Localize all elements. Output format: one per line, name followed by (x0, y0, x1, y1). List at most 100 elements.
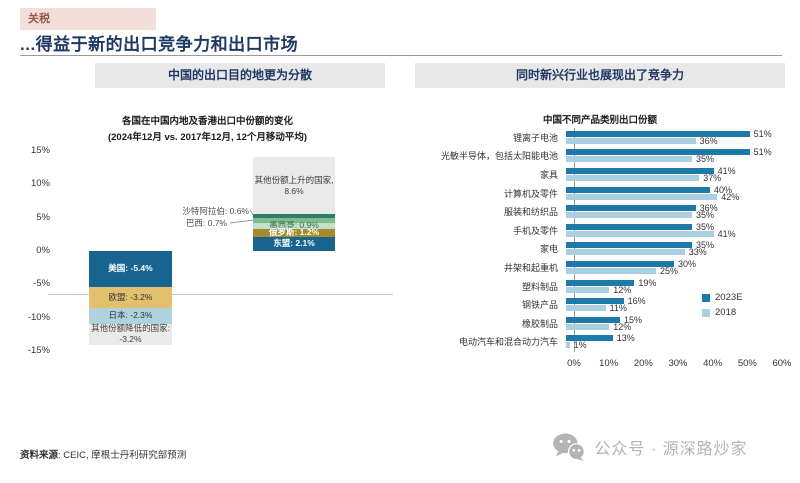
bar-track: 41% (566, 229, 782, 239)
bar-2023e (566, 316, 620, 323)
right-chart-rows: 锂离子电池 51% 36% 光敏半导体，包括太阳能电池 51% 35% 家具 41% 37% 计算… (418, 128, 782, 352)
bar-2018 (566, 230, 714, 237)
bar-tracks: 51% 35% (566, 147, 782, 164)
stack-segment: 墨西哥: 0.9% (253, 220, 335, 230)
segment-value: -3.2% (119, 334, 142, 345)
value-label: 35% (696, 221, 715, 232)
watermark-text: 公众号 · 源深路炒家 (594, 441, 748, 458)
bar-track: 35% (566, 210, 782, 221)
value-label: 42% (721, 191, 740, 202)
x-tick-label: 40% (703, 358, 723, 369)
bar-track: 12% (566, 321, 782, 332)
bar-2023e (566, 130, 750, 137)
bar-2023e (566, 335, 613, 342)
bar-tracks: 13% 1% (566, 333, 782, 351)
value-label: 41% (717, 165, 736, 176)
y-tick-label: 10% (30, 178, 50, 190)
legend-label: 2018 (715, 307, 737, 318)
legend-item: 2023E (702, 290, 742, 305)
x-tick-label: 20% (633, 358, 653, 369)
bar-tracks: 19% 12% (566, 278, 782, 295)
bar-track: 30% (566, 259, 782, 269)
stacked-bar: 其他份额上升的国家, 8.6% 墨西哥: 0.9% 俄罗斯: 1.2% 东盟: 2.1% (253, 151, 335, 351)
value-label: 40% (713, 184, 732, 195)
bar-row: 家电 35% 33% (418, 240, 782, 259)
category-label: 橡胶制品 (521, 318, 558, 329)
bar-track: 19% (566, 278, 782, 288)
bar-2018 (566, 174, 700, 181)
bar-row: 井架和起重机 30% 25% (418, 258, 782, 277)
bar-row: 服装和纺织品 36% 35% (418, 202, 782, 221)
bar-track: 11% (566, 303, 782, 314)
y-tick-label: -10% (27, 311, 50, 323)
bar-track: 12% (566, 284, 782, 295)
category-label: 手机及零件 (512, 225, 558, 236)
product-export-share-chart: 中国不同产品类别出口份额 锂离子电池 51% 36% 光敏半导体，包括太阳能电池 51%… (410, 108, 792, 388)
stack-segment: 其他份额降低的国家: -3.2% (89, 323, 172, 345)
bar-tracks: 41% 37% (566, 165, 782, 183)
category-label: 井架和起重机 (503, 262, 558, 273)
value-label: 37% (703, 172, 722, 183)
category-label: 电动汽车和混合动力汽车 (458, 337, 558, 348)
bar-row: 计算机及零件 40% 42% (418, 184, 782, 203)
bar-track: 51% (566, 129, 782, 139)
value-label: 16% (627, 296, 646, 307)
y-tick-label: 0% (36, 245, 50, 256)
value-label: 35% (696, 240, 715, 251)
bar-2023e (566, 167, 714, 174)
bar-tracks: 35% 41% (566, 221, 782, 239)
value-label: 1% (573, 340, 587, 351)
bar-row: 橡胶制品 15% 12% (418, 314, 782, 333)
legend-swatch (702, 308, 710, 317)
y-tick-label: 15% (30, 145, 50, 156)
bar-track: 42% (566, 191, 782, 202)
stack-segment: 俄罗斯: 1.2% (253, 227, 335, 237)
segment-label: 欧盟: -3.2% (108, 292, 153, 303)
bar-track: 1% (566, 340, 782, 351)
watermark: 公众号 · 源深路炒家 (510, 433, 790, 461)
bar-2023e (566, 149, 750, 156)
value-label: 12% (613, 284, 632, 295)
value-label: 25% (660, 265, 679, 276)
right-panel-header: 同时新兴行业也展现出了竞争力 (415, 63, 785, 88)
category-label: 塑料制品 (521, 281, 558, 292)
stack-segment: 美国: -5.4% (89, 251, 172, 287)
y-tick-label: -5% (33, 278, 50, 290)
y-tick-label: -15% (27, 345, 50, 356)
legend-swatch (702, 293, 710, 302)
bar-row: 手机及零件 35% 41% (418, 221, 782, 240)
bar-row: 塑料制品 19% 12% (418, 277, 782, 296)
source-text: : CEIC, 摩根士丹利研究部预测 (58, 450, 187, 461)
left-chart-plot-area: 美国: -5.4% 欧盟: -3.2% 日本: -2.3% 其他份额降低的国家: -3.… (48, 151, 393, 351)
bar-tracks: 16% 11% (566, 296, 782, 314)
bar-tracks: 51% 36% (566, 129, 782, 146)
bar-track: 37% (566, 172, 782, 183)
bar-track: 33% (566, 247, 782, 257)
source-label: 资料来源 (20, 450, 59, 461)
bar-2023e (566, 298, 624, 305)
right-chart-title: 中国不同产品类别出口份额 (542, 115, 657, 126)
x-tick-label: 60% (772, 358, 792, 369)
legend-label: 2023E (715, 292, 743, 303)
bar-tracks: 40% 42% (566, 184, 782, 202)
bar-tracks: 36% 35% (566, 203, 782, 221)
value-label: 36% (699, 135, 718, 146)
category-label: 光敏半导体，包括太阳能电池 (440, 151, 558, 162)
category-label: 钢铁产品 (521, 300, 558, 311)
bar-2018 (566, 249, 685, 256)
bar-2023e (566, 260, 674, 267)
bar-track: 35% (566, 154, 782, 164)
bar-track: 13% (566, 333, 782, 343)
x-tick-label: 30% (668, 358, 688, 369)
bar-2023e (566, 186, 710, 193)
bar-row: 家具 41% 37% (418, 165, 782, 184)
value-label: 11% (609, 303, 627, 314)
value-label: 35% (696, 210, 715, 221)
value-label: 12% (613, 321, 632, 332)
left-chart-subtitle: (2024年12月 vs. 2017年12月, 12个月移动平均) (107, 132, 308, 143)
bar-track: 35% (566, 240, 782, 251)
bar-row: 光敏半导体，包括太阳能电池 51% 35% (418, 147, 782, 166)
stack-segment: 其他份额上升的国家, 8.6% (253, 157, 335, 215)
stack-segment: 欧盟: -3.2% (89, 287, 172, 309)
